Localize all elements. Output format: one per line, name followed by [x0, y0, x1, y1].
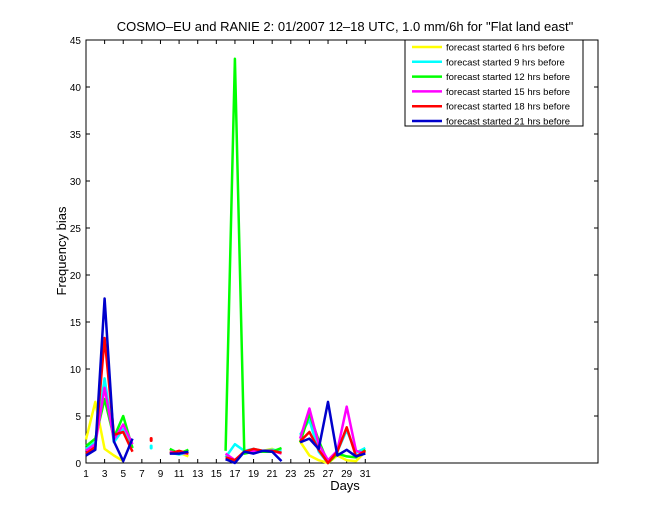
- legend-label-5: forecast started 18 hrs before: [446, 102, 570, 113]
- y-tick-label: 5: [75, 412, 81, 423]
- legend-label-3: forecast started 12 hrs before: [446, 72, 570, 83]
- x-tick-label: 9: [158, 469, 164, 480]
- series-lines: [84, 57, 367, 465]
- y-tick-label: 45: [70, 36, 82, 47]
- y-tick-label: 15: [70, 318, 82, 329]
- series-6-line: [85, 297, 134, 463]
- legend-box: [404, 39, 584, 127]
- y-tick-label: 35: [70, 130, 82, 141]
- y-tick-label: 40: [70, 83, 82, 94]
- legend-label-4: forecast started 15 hrs before: [446, 87, 570, 98]
- x-tick-label: 15: [211, 469, 223, 480]
- y-axis: 0 5 10 15 20 25 30 35 40 45: [70, 36, 598, 470]
- legend: forecast started 6 hrs before forecast st…: [404, 39, 584, 128]
- x-tick-label: 19: [248, 469, 260, 480]
- x-tick-label: 13: [192, 469, 204, 480]
- x-tick-label: 25: [304, 469, 316, 480]
- x-tick-label: 3: [102, 469, 108, 480]
- x-tick-label: 23: [285, 469, 297, 480]
- series-6-line: [225, 449, 283, 465]
- x-tick-label: 27: [322, 469, 334, 480]
- legend-label-1: forecast started 6 hrs before: [446, 43, 565, 54]
- series-4-line: [85, 386, 134, 452]
- x-axis-label: Days: [330, 478, 360, 493]
- series-6-line: [169, 450, 189, 455]
- x-tick-label: 29: [341, 469, 353, 480]
- x-tick-label: 1: [83, 469, 89, 480]
- x-tick-label: 5: [120, 469, 126, 480]
- y-tick-label: 30: [70, 177, 82, 188]
- series-6-line: [299, 400, 366, 458]
- x-tick-label: 11: [174, 469, 185, 480]
- series-1-line: [84, 400, 124, 463]
- x-tick-label: 31: [360, 469, 372, 480]
- y-axis-label: Frequency bias: [54, 206, 69, 295]
- x-tick-label: 7: [139, 469, 145, 480]
- y-tick-label: 25: [70, 224, 82, 235]
- legend-label-2: forecast started 9 hrs before: [446, 57, 565, 68]
- x-tick-label: 17: [229, 469, 241, 480]
- y-tick-label: 20: [70, 271, 82, 282]
- chart-title: COSMO–EU and RANIE 2: 01/2007 12–18 UTC,…: [117, 19, 574, 34]
- series-5-line: [299, 426, 366, 465]
- y-tick-label: 0: [75, 459, 81, 470]
- legend-label-6: forecast started 21 hrs before: [446, 117, 570, 128]
- x-axis: 1 3 5 7 9 11 13 15 17 19 21 23 25 27 29 31: [83, 40, 371, 480]
- x-tick-label: 21: [267, 469, 279, 480]
- y-tick-label: 10: [70, 365, 82, 376]
